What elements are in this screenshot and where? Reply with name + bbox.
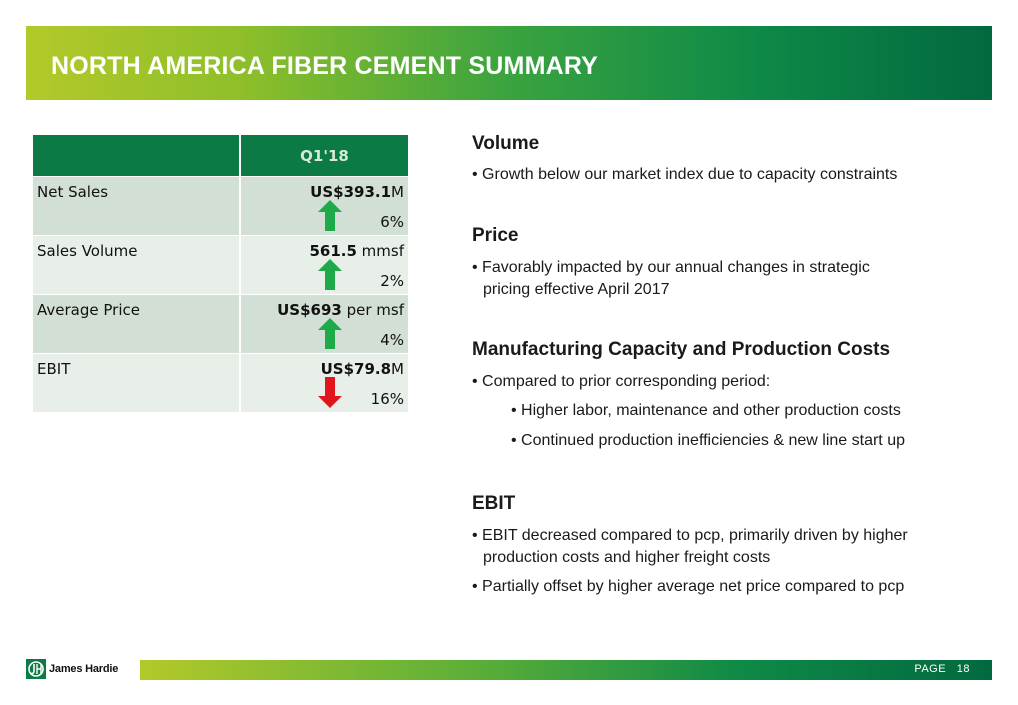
price-heading: Price: [472, 225, 519, 246]
ebit-heading: EBIT: [472, 493, 516, 514]
manufacturing-heading: Manufacturing Capacity and Production Co…: [472, 339, 891, 360]
row-value: US$693 per msf: [277, 301, 404, 319]
up-arrow-icon: [318, 318, 342, 349]
table-column-header: Q1'18: [241, 135, 408, 176]
row-value: US$393.1M: [310, 183, 404, 201]
table-row-average-price: Average Price US$693 per msf 4%: [33, 294, 408, 353]
row-label: Average Price: [33, 295, 241, 353]
row-value-cell: US$393.1M 6%: [241, 177, 408, 235]
volume-heading: Volume: [472, 133, 540, 154]
ebit-bullet: • EBIT decreased compared to pcp, primar…: [472, 527, 908, 566]
brand-name: James Hardie: [49, 663, 119, 675]
table-header-row: Q1'18: [33, 135, 408, 176]
row-label: Sales Volume: [33, 236, 241, 294]
down-arrow-icon: [318, 377, 342, 408]
manufacturing-bullet: • Compared to prior corresponding period…: [472, 373, 771, 390]
footer-bar: PAGE 18: [140, 660, 992, 680]
title-bar: NORTH AMERICA FIBER CEMENT SUMMARY: [26, 26, 992, 100]
table-row-net-sales: Net Sales US$393.1M 6%: [33, 176, 408, 235]
up-arrow-icon: [318, 200, 342, 231]
summary-table: Q1'18 Net Sales US$393.1M 6% Sales Volum…: [33, 135, 408, 412]
up-arrow-icon: [318, 259, 342, 290]
page-number: PAGE 18: [914, 663, 970, 675]
price-bullet: • Favorably impacted by our annual chang…: [472, 259, 870, 298]
row-change: 2%: [380, 272, 404, 290]
row-change: 4%: [380, 331, 404, 349]
row-value: 561.5 mmsf: [309, 242, 404, 260]
james-hardie-logo: James Hardie: [26, 658, 118, 680]
page-title: NORTH AMERICA FIBER CEMENT SUMMARY: [51, 52, 599, 80]
row-label: EBIT: [33, 354, 241, 412]
logo-icon: [26, 659, 46, 679]
volume-bullet: • Growth below our market index due to c…: [472, 166, 898, 183]
row-label: Net Sales: [33, 177, 241, 235]
row-value: US$79.8M: [320, 360, 404, 378]
row-value-cell: US$693 per msf 4%: [241, 295, 408, 353]
row-value-cell: US$79.8M 16%: [241, 354, 408, 412]
table-header-blank: [33, 135, 241, 176]
manufacturing-sub-bullet: • Continued production inefficiencies & …: [511, 432, 905, 449]
table-row-ebit: EBIT US$79.8M 16%: [33, 353, 408, 412]
table-row-sales-volume: Sales Volume 561.5 mmsf 2%: [33, 235, 408, 294]
manufacturing-sub-bullet: • Higher labor, maintenance and other pr…: [511, 402, 901, 419]
ebit-bullet: • Partially offset by higher average net…: [472, 578, 905, 595]
row-change: 6%: [380, 213, 404, 231]
row-value-cell: 561.5 mmsf 2%: [241, 236, 408, 294]
row-change: 16%: [370, 390, 404, 408]
